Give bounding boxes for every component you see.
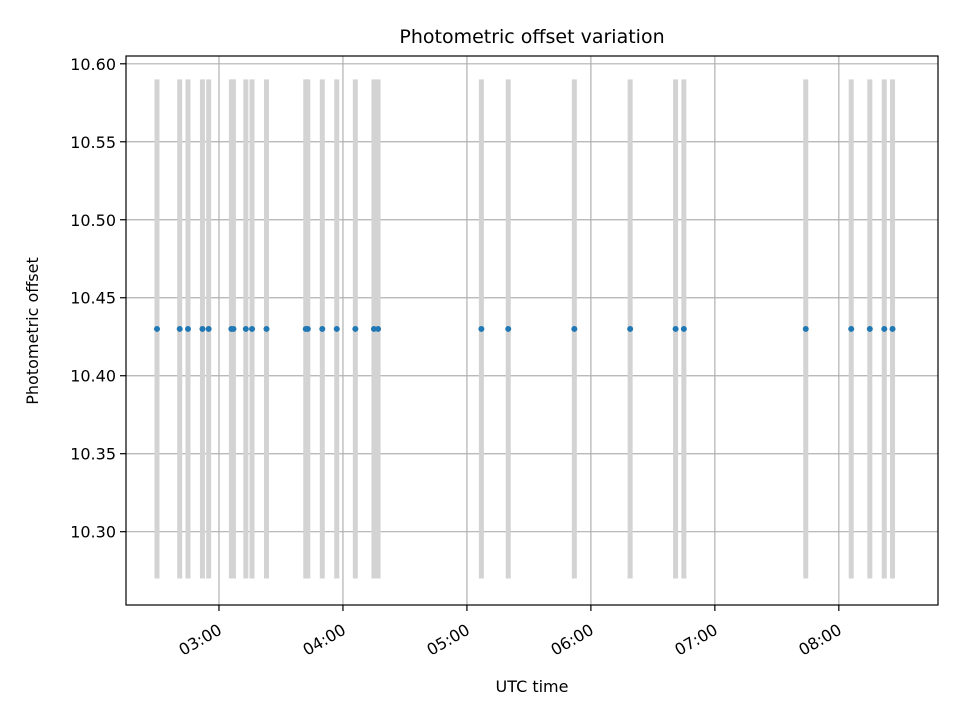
y-tick-label: 10.45 (70, 289, 116, 308)
data-point (680, 325, 687, 332)
data-point (571, 325, 578, 332)
y-tick-label: 10.50 (70, 211, 116, 230)
data-point (505, 325, 512, 332)
data-point (478, 325, 485, 332)
x-tick-label: 04:00 (300, 620, 349, 660)
data-point (184, 325, 191, 332)
y-tick-label: 10.60 (70, 55, 116, 74)
data-point (889, 325, 896, 332)
data-point (627, 325, 634, 332)
data-point (881, 325, 888, 332)
data-point (242, 325, 249, 332)
data-point (352, 325, 359, 332)
grid (126, 56, 938, 605)
data-point (333, 325, 340, 332)
data-point (848, 325, 855, 332)
data-point (319, 325, 326, 332)
data-point (375, 325, 382, 332)
data-point (249, 325, 256, 332)
data-point (199, 325, 206, 332)
y-axis: 10.30 10.35 10.40 10.45 10.50 10.55 10.60 (70, 55, 126, 542)
data-point (153, 325, 160, 332)
x-tick-label: 08:00 (795, 620, 844, 660)
data-point (370, 325, 377, 332)
y-axis-label: Photometric offset (23, 257, 42, 405)
data-point (263, 325, 270, 332)
x-tick-label: 05:00 (423, 620, 472, 660)
y-tick-label: 10.30 (70, 523, 116, 542)
x-axis: 03:00 04:00 05:00 06:00 07:00 08:00 (176, 605, 845, 660)
y-tick-label: 10.55 (70, 133, 116, 152)
data-point (304, 325, 311, 332)
data-point (802, 325, 809, 332)
x-tick-label: 07:00 (671, 620, 720, 660)
data-point (672, 325, 679, 332)
x-axis-label: UTC time (496, 677, 569, 696)
data-points (153, 325, 896, 332)
y-tick-label: 10.35 (70, 445, 116, 464)
data-point (866, 325, 873, 332)
y-tick-label: 10.40 (70, 367, 116, 386)
chart-title: Photometric offset variation (399, 26, 664, 48)
data-point (176, 325, 183, 332)
data-point (205, 325, 212, 332)
x-tick-label: 03:00 (176, 620, 225, 660)
plot-frame (125, 55, 939, 606)
data-point (230, 325, 237, 332)
x-tick-label: 06:00 (547, 620, 596, 660)
